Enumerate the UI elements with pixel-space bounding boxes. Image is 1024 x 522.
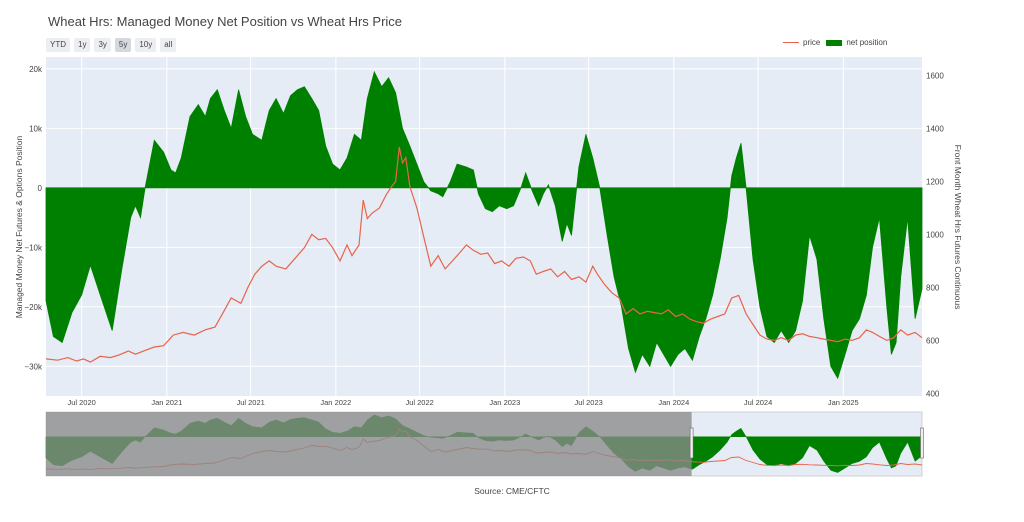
series-price-line (45, 146, 923, 363)
y-right-tick-label: 1200 (926, 177, 944, 186)
y-right-tick-label: 1600 (926, 72, 944, 81)
legend-label-price: price (803, 38, 821, 47)
y-left-tick-label: −30k (24, 362, 43, 371)
legend-item-net-position[interactable]: net position (826, 38, 887, 47)
range-button-all[interactable]: all (160, 38, 177, 52)
range-button-5y[interactable]: 5y (114, 38, 132, 52)
x-tick-label: Jul 2021 (236, 398, 264, 407)
x-tick-label: Jan 2024 (658, 398, 689, 407)
y-right-tick-label: 1000 (926, 230, 944, 239)
x-tick-label: Jul 2023 (574, 398, 602, 407)
range-slider[interactable] (45, 411, 924, 477)
range-button-10y[interactable]: 10y (135, 38, 157, 52)
range-slider-right-handle (920, 427, 924, 459)
y-left-tick-label: −20k (24, 303, 43, 312)
x-tick-label: Jan 2021 (151, 398, 182, 407)
y-left-tick-label: 0 (38, 184, 43, 193)
range-button-1y[interactable]: 1y (74, 38, 91, 52)
y-right-tick-label: 800 (926, 283, 940, 292)
x-tick-label: Jul 2020 (67, 398, 95, 407)
x-tick-label: Jul 2024 (744, 398, 772, 407)
y-right-tick-label: 600 (926, 336, 940, 345)
x-tick-label: Jan 2025 (828, 398, 859, 407)
legend-swatch-price (783, 42, 799, 43)
chart-title: Wheat Hrs: Managed Money Net Position vs… (48, 14, 403, 29)
y-left-tick-label: −10k (24, 243, 43, 252)
range-slider-left-handle (689, 427, 694, 459)
legend-item-price[interactable]: price (783, 38, 820, 47)
range-button-ytd[interactable]: YTD (46, 38, 70, 52)
x-tick-label: Jan 2023 (489, 398, 520, 407)
source-note: Source: CME/CFTC (474, 486, 550, 496)
y-right-tick-label: 400 (926, 389, 940, 398)
y-left-tick-label: 20k (29, 65, 43, 74)
range-button-3y[interactable]: 3y (94, 38, 111, 52)
range-selector: YTD 1y 3y 5y 10y all (46, 38, 177, 52)
legend: price net position (783, 38, 887, 47)
y-left-tick-label: 10k (29, 124, 43, 133)
x-tick-label: Jul 2022 (405, 398, 433, 407)
range-slider-mask (46, 412, 692, 476)
series-net-position-area (45, 70, 923, 380)
x-tick-label: Jan 2022 (320, 398, 351, 407)
y-right-tick-label: 1400 (926, 125, 944, 134)
legend-label-net-position: net position (846, 38, 888, 47)
legend-swatch-net-position (826, 39, 843, 46)
